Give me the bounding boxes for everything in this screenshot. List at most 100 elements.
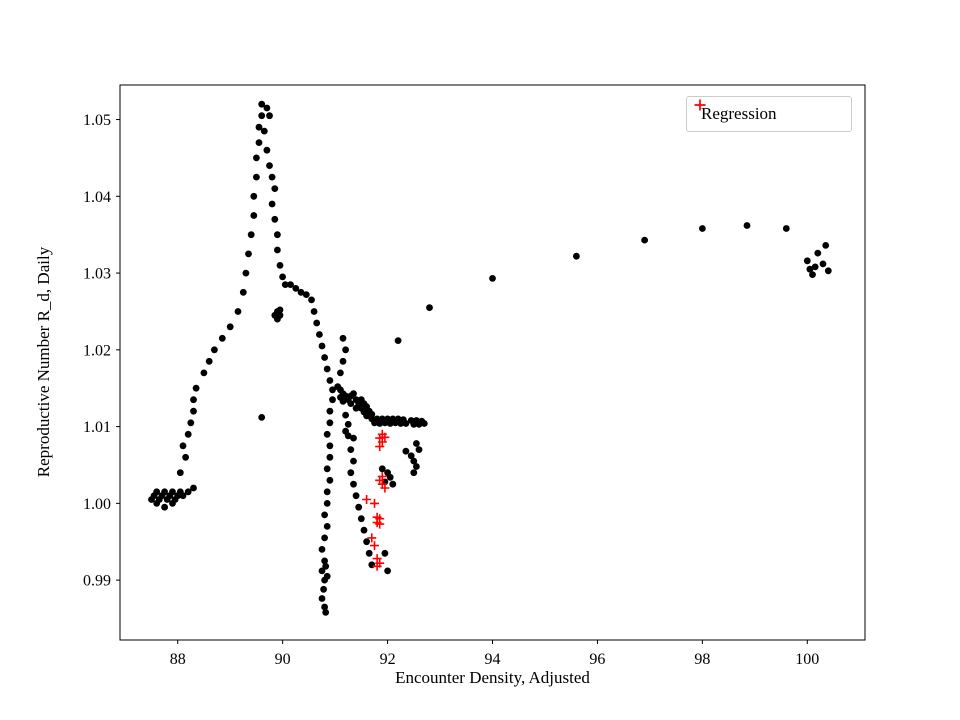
data-point bbox=[360, 526, 368, 534]
x-tick-label: 96 bbox=[589, 651, 605, 668]
data-point bbox=[420, 420, 428, 427]
data-point bbox=[363, 412, 370, 420]
data-point bbox=[641, 236, 648, 244]
data-point bbox=[268, 200, 276, 208]
data-point bbox=[192, 384, 200, 392]
data-point bbox=[271, 185, 279, 193]
regression-point bbox=[380, 483, 390, 493]
data-point bbox=[279, 273, 286, 281]
data-point bbox=[381, 549, 389, 557]
data-point bbox=[153, 488, 161, 496]
data-point bbox=[326, 419, 334, 427]
x-tick-label: 98 bbox=[694, 651, 710, 668]
data-point bbox=[782, 225, 790, 232]
regression-point bbox=[372, 561, 382, 571]
data-point bbox=[318, 546, 326, 553]
data-point bbox=[266, 112, 273, 120]
regression-point bbox=[367, 533, 377, 543]
data-point bbox=[260, 127, 268, 135]
data-point bbox=[389, 480, 397, 488]
data-point bbox=[321, 603, 328, 611]
data-point bbox=[292, 285, 300, 292]
data-point bbox=[344, 420, 352, 428]
data-point bbox=[489, 275, 496, 282]
data-point bbox=[350, 457, 357, 465]
x-tick-label: 88 bbox=[170, 651, 186, 668]
data-point bbox=[347, 469, 355, 477]
data-point bbox=[179, 492, 187, 500]
data-point bbox=[274, 246, 281, 254]
data-point bbox=[329, 396, 336, 404]
data-point bbox=[339, 334, 347, 342]
data-point bbox=[337, 369, 344, 377]
data-point bbox=[402, 420, 410, 427]
data-point bbox=[326, 442, 334, 450]
data-point bbox=[239, 288, 247, 296]
data-point bbox=[169, 488, 176, 496]
data-point bbox=[205, 357, 213, 365]
data-point bbox=[263, 146, 271, 154]
data-point bbox=[323, 465, 331, 473]
axis-ticks: 88 90 92 94 96 98 100 0.99 1.00 1.01 1.02 1.03 1.04 1… bbox=[83, 112, 819, 668]
data-point bbox=[806, 265, 814, 273]
y-tick-label: 1.02 bbox=[83, 342, 111, 359]
data-point bbox=[321, 354, 328, 361]
data-point bbox=[323, 572, 331, 580]
data-point bbox=[184, 488, 192, 496]
data-point bbox=[329, 386, 336, 394]
data-point bbox=[253, 154, 260, 162]
data-point bbox=[271, 215, 279, 223]
x-tick-label: 100 bbox=[795, 651, 819, 668]
data-point bbox=[190, 407, 197, 415]
data-point bbox=[350, 390, 357, 397]
data-point bbox=[321, 557, 328, 565]
data-point bbox=[245, 250, 252, 258]
regression-point bbox=[377, 437, 387, 447]
data-point bbox=[321, 511, 328, 519]
data-point bbox=[407, 452, 415, 460]
data-point bbox=[321, 534, 328, 542]
data-point bbox=[255, 139, 263, 147]
data-point bbox=[276, 306, 284, 314]
x-tick-label: 92 bbox=[380, 651, 396, 668]
data-point bbox=[822, 242, 830, 249]
y-tick-label: 1.04 bbox=[83, 189, 111, 206]
series-regression bbox=[362, 429, 390, 571]
data-point bbox=[803, 257, 811, 265]
data-point bbox=[258, 414, 266, 421]
data-point bbox=[302, 291, 310, 298]
data-point bbox=[384, 567, 391, 575]
data-point bbox=[281, 281, 289, 288]
data-point bbox=[699, 225, 706, 232]
data-point bbox=[250, 192, 258, 200]
data-point bbox=[318, 567, 326, 575]
data-point bbox=[347, 446, 355, 453]
y-axis-label: Reproductive Number R_d, Daily bbox=[34, 246, 53, 478]
data-point bbox=[182, 453, 190, 461]
regression-point bbox=[375, 519, 385, 529]
y-tick-label: 1.00 bbox=[83, 496, 111, 513]
data-point bbox=[266, 162, 273, 170]
data-point bbox=[410, 469, 418, 477]
data-point bbox=[161, 503, 169, 511]
data-point bbox=[184, 430, 192, 438]
data-point bbox=[274, 231, 281, 239]
regression-point bbox=[375, 442, 385, 452]
data-point bbox=[190, 396, 197, 404]
series-observations bbox=[148, 100, 832, 616]
data-point bbox=[326, 407, 334, 415]
data-point bbox=[268, 173, 276, 181]
data-point bbox=[413, 440, 420, 447]
data-point bbox=[310, 308, 318, 315]
data-point bbox=[234, 308, 242, 315]
data-point bbox=[250, 212, 258, 219]
regression-point bbox=[380, 432, 390, 442]
data-point bbox=[263, 104, 271, 112]
data-point bbox=[318, 342, 326, 350]
data-point bbox=[378, 465, 386, 473]
data-point bbox=[176, 469, 184, 477]
regression-point bbox=[370, 498, 379, 508]
data-point bbox=[326, 453, 334, 461]
